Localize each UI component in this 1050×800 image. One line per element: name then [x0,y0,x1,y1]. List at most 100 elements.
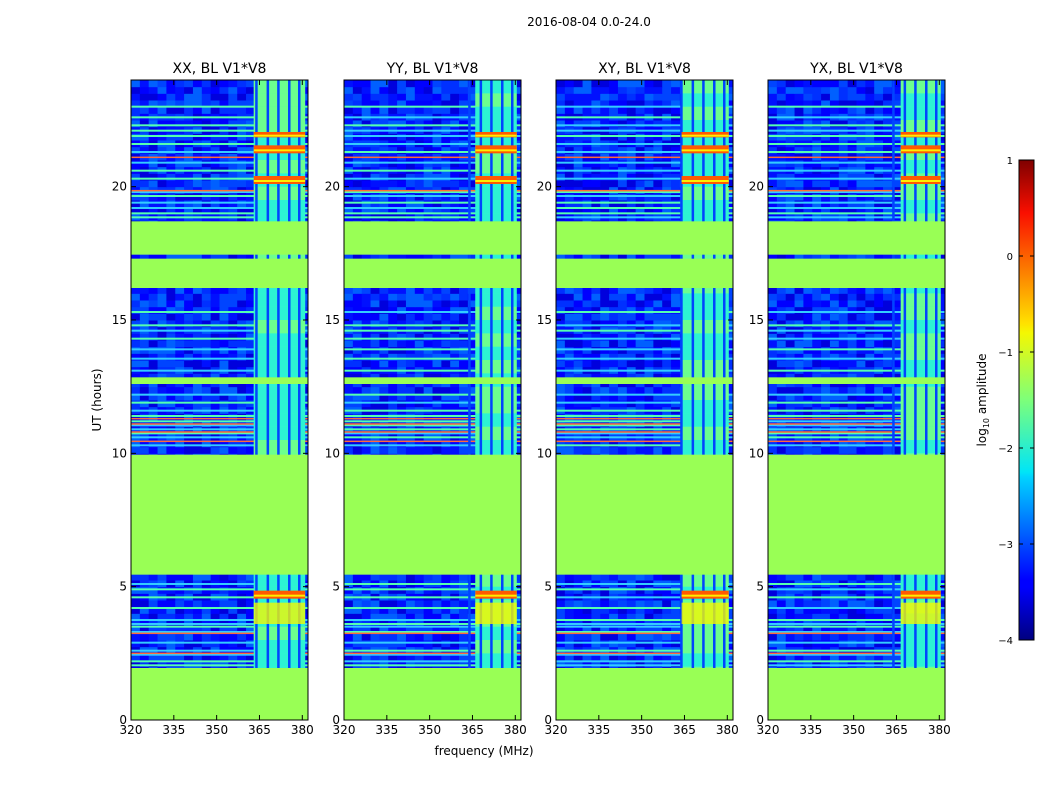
noise-cell [352,106,363,114]
noise-cell [414,300,425,308]
noise-cell [175,286,185,294]
noise-cell [344,333,354,341]
noise-cell [635,613,645,621]
noise-cell [379,633,389,641]
noise-cell [148,93,159,101]
noise-cell [591,573,601,581]
noise-cell [166,340,176,348]
rfi-row-line [131,607,308,609]
x-tick-label: 365 [248,723,271,737]
noise-cell [148,653,159,661]
noise-cell [184,80,194,88]
noise-cell [564,633,575,641]
noise-cell [450,313,460,321]
rfi-row-line [344,641,521,644]
noise-cell [441,440,451,448]
noise-cell [405,386,416,394]
noise-cell [582,606,592,614]
noise-cell [414,253,425,261]
noise-cell [653,446,663,454]
noise-cell [131,360,141,368]
noise-cell [246,393,256,401]
noise-cell [344,146,354,154]
noise-cell [556,606,566,614]
noise-cell [175,653,185,661]
noise-cell [512,386,522,394]
noise-cell [237,573,247,581]
noise-cell [450,146,460,154]
noise-cell [644,613,654,621]
noise-cell [361,300,372,308]
noise-cell [210,93,220,101]
y-tick-label: 5 [332,580,340,594]
noise-cell [228,100,238,108]
rfi-band-gap [266,80,270,720]
noise-cell [219,613,229,621]
noise-cell [414,106,425,114]
noise-cell [228,86,238,94]
noise-cell [450,180,460,188]
noise-cell [414,86,425,94]
noise-cell [237,626,247,634]
noise-cell [166,320,176,328]
rfi-row-line [131,329,308,332]
noise-cell [423,653,433,661]
noise-cell [405,373,416,381]
noise-cell [139,306,150,314]
noise-cell [131,606,141,614]
noise-cell [148,206,159,214]
noise-cell [228,300,238,308]
rfi-row-line [344,151,521,153]
noise-cell [405,293,416,301]
noise-cell [432,573,442,581]
noise-cell [556,633,566,641]
noise-cell [626,660,637,668]
rfi-row-line [344,607,521,609]
noise-cell [246,86,256,94]
rfi-row-line [131,619,308,621]
noise-cell [361,373,372,381]
noise-cell [246,360,256,368]
noise-cell [397,120,407,128]
noise-cell [441,93,451,101]
rfi-row-line [131,105,308,108]
noise-cell [432,293,442,301]
noise-cell [361,100,372,108]
rfi-row-line [344,432,521,435]
noise-cell [388,80,398,88]
noise-cell [414,206,425,214]
noise-cell [210,300,220,308]
noise-cell [388,293,398,301]
rfi-band-gap [277,80,280,720]
noise-cell [166,600,176,608]
panel-title: YY, BL V1*V8 [386,61,479,77]
noise-cell [591,613,601,621]
x-tick-label: 350 [418,723,441,737]
noise-cell [397,320,407,328]
noise-cell [192,573,203,581]
noise-cell [228,173,238,181]
noise-cell [246,320,256,328]
noise-cell [344,660,354,668]
noise-cell [344,626,354,634]
noise-cell [210,293,220,301]
noise-cell [166,333,176,341]
noise-cell [459,180,469,188]
noise-cell [724,606,734,614]
noise-cell [246,373,256,381]
noise-cell [139,653,150,661]
noise-cell [512,600,522,608]
noise-cell [184,600,194,608]
x-tick-label: 320 [120,723,143,737]
noise-cell [388,120,398,128]
noise-cell [591,653,601,661]
noise-cell [344,253,354,261]
noise-cell [246,180,256,188]
noise-cell [201,253,212,261]
noise-cell [467,120,478,128]
rfi-row-line [131,311,308,313]
rfi-row-line [344,116,521,119]
rfi-row-line [344,329,521,332]
noise-cell [157,573,167,581]
noise-cell [166,100,176,108]
